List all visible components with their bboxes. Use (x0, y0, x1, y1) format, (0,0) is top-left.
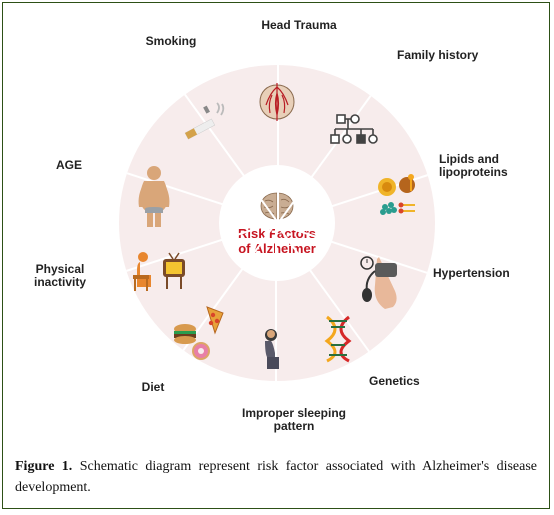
figure-frame: Risk Factors of Alzheimer (2, 2, 550, 509)
person-sitting-icon (245, 323, 299, 377)
chart-area: Risk Factors of Alzheimer (47, 13, 507, 433)
figure-caption-text: Schematic diagram represent risk factor … (15, 459, 537, 495)
label-family-history: Family history (397, 49, 527, 62)
label-hypertension: Hypertension (433, 267, 543, 280)
label-head-trauma: Head Trauma (239, 19, 359, 32)
label-sleeping: Improper sleeping pattern (219, 407, 369, 433)
pedigree-tree-icon (329, 105, 383, 159)
dna-helix-icon (311, 311, 365, 365)
label-smoking: Smoking (131, 35, 211, 48)
figure-number: Figure 1. (15, 459, 72, 474)
label-genetics: Genetics (369, 375, 449, 388)
label-diet: Diet (123, 381, 183, 394)
person-tv-icon (129, 245, 191, 299)
obese-body-icon (127, 163, 181, 231)
lipid-molecules-icon (371, 171, 425, 225)
junk-food-icon (171, 303, 233, 365)
figure-caption: Figure 1. Schematic diagram represent ri… (15, 456, 537, 498)
cigarette-icon (177, 99, 231, 153)
label-age: AGE (39, 159, 99, 172)
label-lipids: Lipids and lipoproteins (439, 153, 554, 179)
label-physical: Physical inactivity (15, 263, 105, 289)
brain-vessels-icon (250, 75, 304, 129)
blood-pressure-arm-icon (359, 251, 425, 317)
